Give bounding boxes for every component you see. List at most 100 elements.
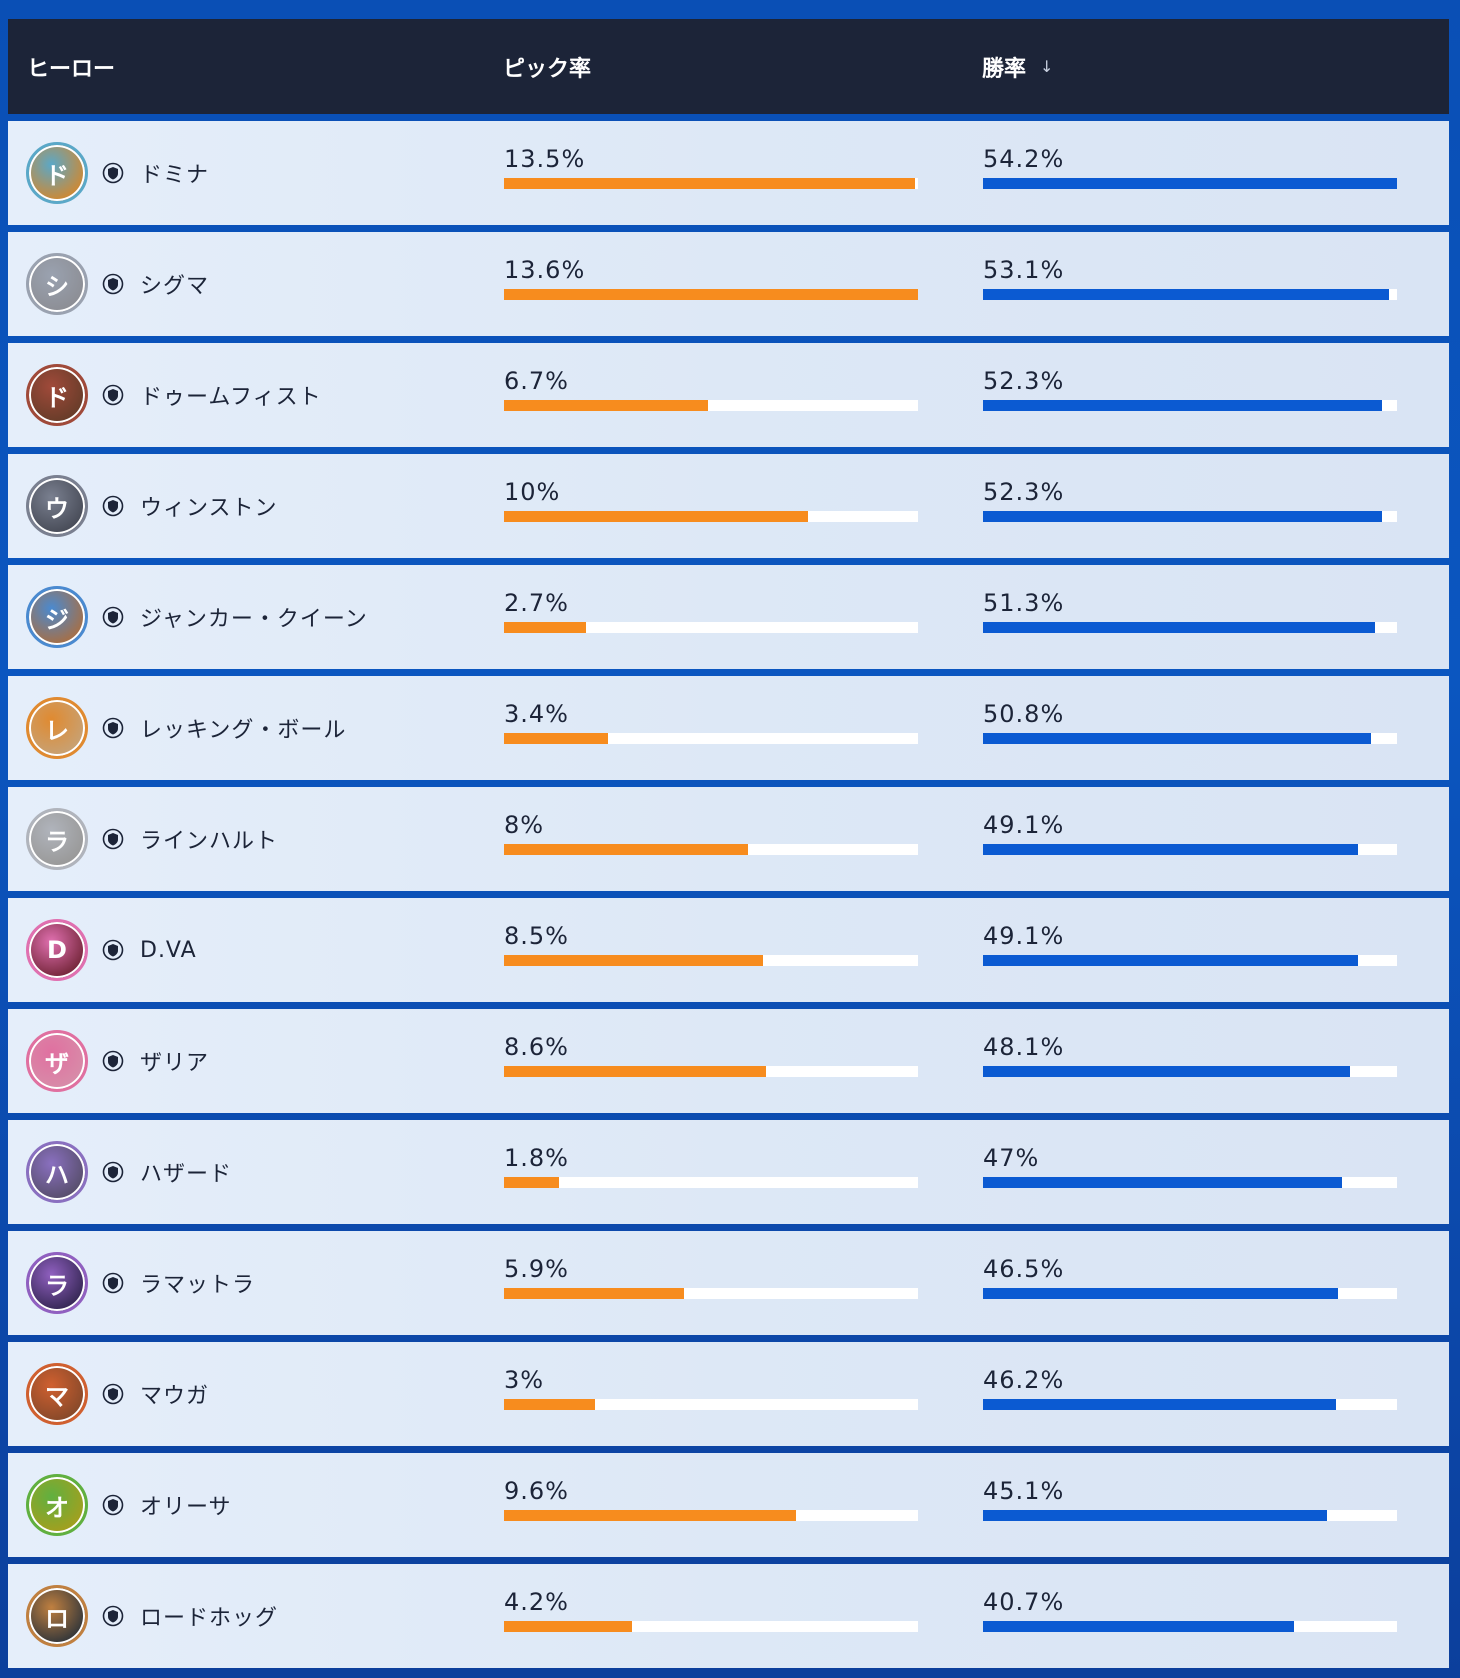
win-rate-value: 54.2% [983, 145, 1065, 173]
table-row[interactable]: ロ ロードホッグ 4.2% 40.7% [8, 1564, 1449, 1668]
hero-avatar: ラ [26, 808, 88, 870]
header-hero[interactable]: ヒーロー [27, 56, 116, 82]
pick-rate-bar-track [504, 1621, 918, 1632]
hero-name[interactable]: マウガ [140, 1384, 210, 1409]
hero-avatar-initial: ロ [45, 1604, 69, 1633]
table-row[interactable]: ジ ジャンカー・クイーン 2.7% 51.3% [8, 565, 1449, 669]
tank-role-icon [102, 939, 124, 961]
table-row[interactable]: ウ ウィンストン 10% 52.3% [8, 454, 1449, 558]
hero-name[interactable]: ドゥームフィスト [140, 385, 322, 410]
win-rate-cell: 52.3% [983, 343, 1449, 447]
pick-rate-cell: 8.5% [504, 898, 983, 1002]
hero-avatar-initial: D [47, 936, 67, 964]
pick-rate-value: 9.6% [504, 1477, 569, 1505]
tank-role-icon [102, 1383, 124, 1405]
pick-rate-bar [504, 289, 918, 300]
win-rate-cell: 54.2% [983, 121, 1449, 225]
sort-down-icon[interactable]: ↓ [1040, 57, 1054, 76]
hero-name[interactable]: レッキング・ボール [140, 718, 347, 743]
table-row[interactable]: オ オリーサ 9.6% 45.1% [8, 1453, 1449, 1557]
table-row[interactable]: ラ ラマットラ 5.9% 46.5% [8, 1231, 1449, 1335]
win-rate-value: 40.7% [983, 1588, 1065, 1616]
header-win-rate[interactable]: 勝率 ↓ [982, 51, 1449, 83]
table-row[interactable]: シ シグマ 13.6% 53.1% [8, 232, 1449, 336]
table-row[interactable]: ザ ザリア 8.6% 48.1% [8, 1009, 1449, 1113]
hero-cell: ウ ウィンストン [8, 475, 504, 537]
hero-cell: マ マウガ [8, 1363, 504, 1425]
win-rate-bar [983, 1621, 1294, 1632]
win-rate-cell: 45.1% [983, 1453, 1449, 1557]
hero-avatar-initial: マ [45, 1382, 69, 1411]
win-rate-bar-track [983, 178, 1397, 189]
hero-avatar: D [26, 919, 88, 981]
pick-rate-cell: 3% [504, 1342, 983, 1446]
win-rate-value: 47% [983, 1144, 1040, 1172]
table-row[interactable]: D D.VA 8.5% 49.1% [8, 898, 1449, 1002]
table-row[interactable]: ド ドゥームフィスト 6.7% 52.3% [8, 343, 1449, 447]
pick-rate-cell: 1.8% [504, 1120, 983, 1224]
hero-name[interactable]: ドミナ [140, 163, 210, 188]
hero-name[interactable]: D.VA [140, 937, 197, 963]
win-rate-value: 48.1% [983, 1033, 1065, 1061]
hero-cell: ド ドミナ [8, 142, 504, 204]
hero-avatar: ハ [26, 1141, 88, 1203]
pick-rate-bar-track [504, 844, 918, 855]
hero-avatar: ロ [26, 1585, 88, 1647]
pick-rate-value: 6.7% [504, 367, 569, 395]
hero-name[interactable]: ジャンカー・クイーン [140, 607, 368, 632]
win-rate-bar [983, 1066, 1350, 1077]
pick-rate-bar [504, 1177, 559, 1188]
win-rate-bar-track [983, 1288, 1397, 1299]
win-rate-bar [983, 1399, 1336, 1410]
pick-rate-value: 8.5% [504, 922, 569, 950]
hero-name[interactable]: ハザード [140, 1162, 233, 1187]
table-body: ド ドミナ 13.5% 54.2% シ [8, 121, 1449, 1668]
hero-name[interactable]: ロードホッグ [140, 1606, 279, 1631]
win-rate-cell: 49.1% [983, 787, 1449, 891]
tank-role-icon [102, 495, 124, 517]
pick-rate-value: 13.6% [504, 256, 586, 284]
hero-name[interactable]: ラマットラ [140, 1273, 256, 1298]
table-row[interactable]: マ マウガ 3% 46.2% [8, 1342, 1449, 1446]
hero-avatar: ザ [26, 1030, 88, 1092]
win-rate-cell: 40.7% [983, 1564, 1449, 1668]
hero-name[interactable]: シグマ [140, 274, 210, 299]
pick-rate-bar-track [504, 1066, 918, 1077]
tank-role-icon [102, 1494, 124, 1516]
hero-avatar-initial: ジ [45, 605, 69, 634]
pick-rate-value: 5.9% [504, 1255, 569, 1283]
win-rate-bar-track [983, 289, 1397, 300]
table-row[interactable]: ド ドミナ 13.5% 54.2% [8, 121, 1449, 225]
win-rate-value: 52.3% [983, 367, 1065, 395]
pick-rate-value: 3% [504, 1366, 545, 1394]
pick-rate-bar-track [504, 289, 918, 300]
pick-rate-bar [504, 955, 763, 966]
win-rate-bar-track [983, 1510, 1397, 1521]
hero-cell: ラ ラインハルト [8, 808, 504, 870]
win-rate-value: 51.3% [983, 589, 1065, 617]
pick-rate-bar [504, 511, 808, 522]
pick-rate-cell: 6.7% [504, 343, 983, 447]
win-rate-bar-track [983, 400, 1397, 411]
win-rate-bar [983, 289, 1389, 300]
table-row[interactable]: レ レッキング・ボール 3.4% 50.8% [8, 676, 1449, 780]
pick-rate-bar [504, 400, 708, 411]
hero-name[interactable]: ウィンストン [140, 496, 278, 521]
win-rate-bar [983, 955, 1358, 966]
pick-rate-bar-track [504, 955, 918, 966]
win-rate-cell: 50.8% [983, 676, 1449, 780]
hero-avatar-initial: ド [45, 161, 69, 190]
win-rate-cell: 53.1% [983, 232, 1449, 336]
hero-name[interactable]: ラインハルト [140, 829, 279, 854]
hero-cell: D D.VA [8, 919, 504, 981]
win-rate-cell: 49.1% [983, 898, 1449, 1002]
header-pick-rate[interactable]: ピック率 [503, 56, 592, 82]
win-rate-bar-track [983, 733, 1397, 744]
hero-name[interactable]: オリーサ [140, 1495, 232, 1520]
hero-name[interactable]: ザリア [140, 1051, 210, 1076]
hero-avatar: シ [26, 253, 88, 315]
table-row[interactable]: ハ ハザード 1.8% 47% [8, 1120, 1449, 1224]
hero-avatar: オ [26, 1474, 88, 1536]
win-rate-value: 53.1% [983, 256, 1065, 284]
table-row[interactable]: ラ ラインハルト 8% 49.1% [8, 787, 1449, 891]
